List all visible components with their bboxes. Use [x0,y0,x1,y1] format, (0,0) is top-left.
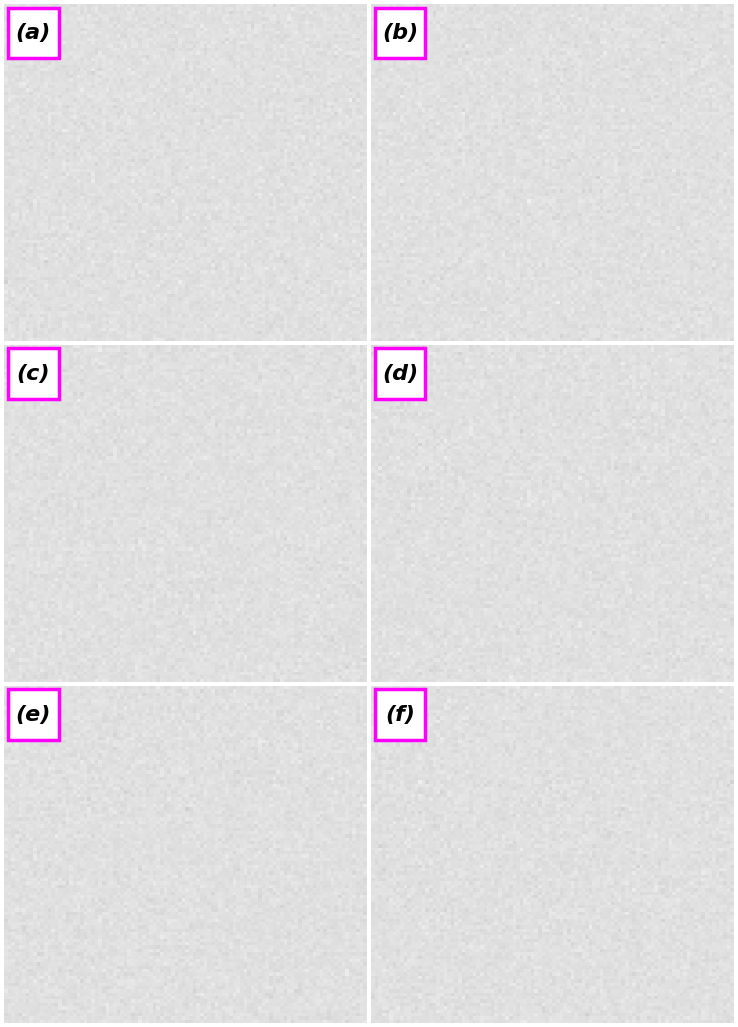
FancyBboxPatch shape [375,348,426,400]
FancyBboxPatch shape [8,689,58,739]
FancyBboxPatch shape [375,689,426,739]
Text: (b): (b) [382,23,418,43]
FancyBboxPatch shape [8,348,58,400]
FancyBboxPatch shape [8,7,58,59]
Text: (e): (e) [15,705,51,725]
Text: (d): (d) [382,364,418,384]
Text: (c): (c) [16,364,50,384]
Text: (a): (a) [15,23,51,43]
FancyBboxPatch shape [375,7,426,59]
Text: (f): (f) [385,705,415,725]
